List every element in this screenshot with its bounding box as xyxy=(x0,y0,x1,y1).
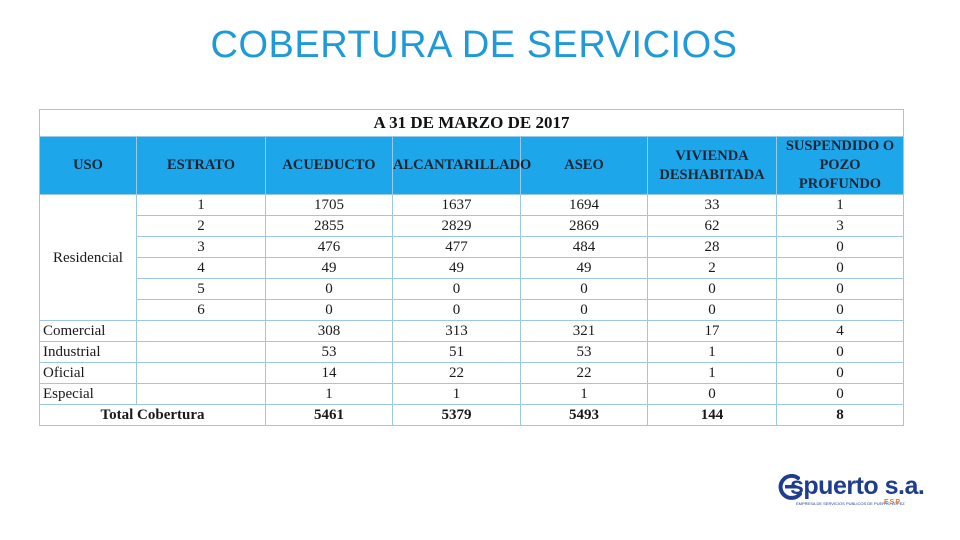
cell-alcantarillado: 1637 xyxy=(392,194,521,216)
cell-vivienda: 33 xyxy=(647,194,777,216)
total-alcantarillado: 5379 xyxy=(392,404,521,426)
cell-alcantarillado: 51 xyxy=(392,341,521,363)
cell-alcantarillado: 313 xyxy=(392,320,521,342)
cell-suspendido: 0 xyxy=(776,236,904,258)
cell-suspendido: 0 xyxy=(776,278,904,300)
header-estrato: ESTRATO xyxy=(136,136,266,195)
cell-vivienda: 1 xyxy=(647,341,777,363)
cell-uso: Comercial xyxy=(39,320,137,342)
cell-alcantarillado: 22 xyxy=(392,362,521,384)
company-logo: spuerto s.a. EMPRESA DE SERVICIOS PUBLIC… xyxy=(778,470,928,516)
cell-estrato: 6 xyxy=(136,299,266,321)
coverage-table: A 31 DE MARZO DE 2017 USO ESTRATO ACUEDU… xyxy=(39,109,904,426)
cell-suspendido: 0 xyxy=(776,299,904,321)
table-row: 6 0 0 0 0 0 xyxy=(40,299,904,321)
cell-aseo: 1694 xyxy=(520,194,648,216)
cell-vivienda: 17 xyxy=(647,320,777,342)
header-suspendido: SUSPENDIDO O POZO PROFUNDO xyxy=(776,136,904,195)
total-acueducto: 5461 xyxy=(265,404,393,426)
table-row: 3 476 477 484 28 0 xyxy=(40,236,904,258)
cell-suspendido: 0 xyxy=(776,362,904,384)
cell-acueducto: 49 xyxy=(265,257,393,279)
cell-estrato-empty xyxy=(136,383,266,405)
total-suspendido: 8 xyxy=(776,404,904,426)
cell-suspendido: 4 xyxy=(776,320,904,342)
total-row: Total Cobertura 5461 5379 5493 144 8 xyxy=(39,404,904,426)
table-caption: A 31 DE MARZO DE 2017 xyxy=(39,109,904,137)
page-title: COBERTURA DE SERVICIOS xyxy=(210,24,738,66)
cell-aseo: 22 xyxy=(520,362,648,384)
cell-acueducto: 476 xyxy=(265,236,393,258)
cell-uso: Industrial xyxy=(39,341,137,363)
cell-vivienda: 1 xyxy=(647,362,777,384)
table-caption-row: A 31 DE MARZO DE 2017 xyxy=(39,109,904,137)
table-row: Oficial 14 22 22 1 0 xyxy=(39,362,904,384)
table-row: 5 0 0 0 0 0 xyxy=(40,278,904,300)
cell-vivienda: 0 xyxy=(647,299,777,321)
total-vivienda: 144 xyxy=(647,404,777,426)
cell-aseo: 484 xyxy=(520,236,648,258)
logo-subtitle: EMPRESA DE SERVICIOS PUBLICOS DE PUERTO … xyxy=(796,501,905,506)
header-aseo: ASEO xyxy=(520,136,648,195)
cell-vivienda: 2 xyxy=(647,257,777,279)
cell-aseo: 321 xyxy=(520,320,648,342)
cell-suspendido: 1 xyxy=(776,194,904,216)
cell-estrato: 1 xyxy=(136,194,266,216)
table-row: Comercial 308 313 321 17 4 xyxy=(39,320,904,342)
cell-estrato: 5 xyxy=(136,278,266,300)
cell-alcantarillado: 1 xyxy=(392,383,521,405)
total-label: Total Cobertura xyxy=(39,404,266,426)
cell-alcantarillado: 0 xyxy=(392,278,521,300)
header-vivienda: VIVIENDA DESHABITADA xyxy=(647,136,777,195)
cell-aseo: 53 xyxy=(520,341,648,363)
cell-acueducto: 0 xyxy=(265,278,393,300)
cell-alcantarillado: 477 xyxy=(392,236,521,258)
cell-vivienda: 62 xyxy=(647,215,777,237)
cell-aseo: 0 xyxy=(520,278,648,300)
cell-acueducto: 2855 xyxy=(265,215,393,237)
cell-estrato: 3 xyxy=(136,236,266,258)
logo-esp: ESP xyxy=(884,499,902,506)
cell-estrato-empty xyxy=(136,320,266,342)
cell-acueducto: 53 xyxy=(265,341,393,363)
cell-estrato: 2 xyxy=(136,215,266,237)
cell-uso: Especial xyxy=(39,383,137,405)
cell-suspendido: 0 xyxy=(776,341,904,363)
cell-alcantarillado: 49 xyxy=(392,257,521,279)
table-row: Residencial 1 1705 1637 1694 33 1 xyxy=(39,194,904,321)
table-row: Industrial 53 51 53 1 0 xyxy=(39,341,904,363)
header-uso: USO xyxy=(39,136,137,195)
cell-vivienda: 0 xyxy=(647,383,777,405)
cell-suspendido: 0 xyxy=(776,257,904,279)
cell-uso: Oficial xyxy=(39,362,137,384)
cell-aseo: 49 xyxy=(520,257,648,279)
cell-acueducto: 0 xyxy=(265,299,393,321)
cell-suspendido: 0 xyxy=(776,383,904,405)
table-row: 4 49 49 49 2 0 xyxy=(40,257,904,279)
cell-estrato: 4 xyxy=(136,257,266,279)
cell-alcantarillado: 0 xyxy=(392,299,521,321)
cell-estrato-empty xyxy=(136,362,266,384)
cell-suspendido: 3 xyxy=(776,215,904,237)
cell-estrato-empty xyxy=(136,341,266,363)
cell-aseo: 2869 xyxy=(520,215,648,237)
cell-acueducto: 1705 xyxy=(265,194,393,216)
logo-name: spuerto s.a. xyxy=(790,472,925,500)
cell-vivienda: 28 xyxy=(647,236,777,258)
cell-aseo: 0 xyxy=(520,299,648,321)
cell-aseo: 1 xyxy=(520,383,648,405)
total-aseo: 5493 xyxy=(520,404,648,426)
cell-alcantarillado: 2829 xyxy=(392,215,521,237)
uso-residencial: Residencial xyxy=(39,194,137,321)
header-alcantarillado: ALCANTARILLADO xyxy=(392,136,531,195)
table-row: 2 2855 2829 2869 62 3 xyxy=(40,215,904,237)
cell-acueducto: 14 xyxy=(265,362,393,384)
cell-acueducto: 308 xyxy=(265,320,393,342)
header-acueducto: ACUEDUCTO xyxy=(265,136,393,195)
logo-e-icon xyxy=(778,474,802,500)
cell-acueducto: 1 xyxy=(265,383,393,405)
cell-vivienda: 0 xyxy=(647,278,777,300)
table-row: Especial 1 1 1 0 0 xyxy=(39,383,904,405)
table-header-row: USO ESTRATO ACUEDUCTO ALCANTARILLADO ASE… xyxy=(39,136,904,195)
